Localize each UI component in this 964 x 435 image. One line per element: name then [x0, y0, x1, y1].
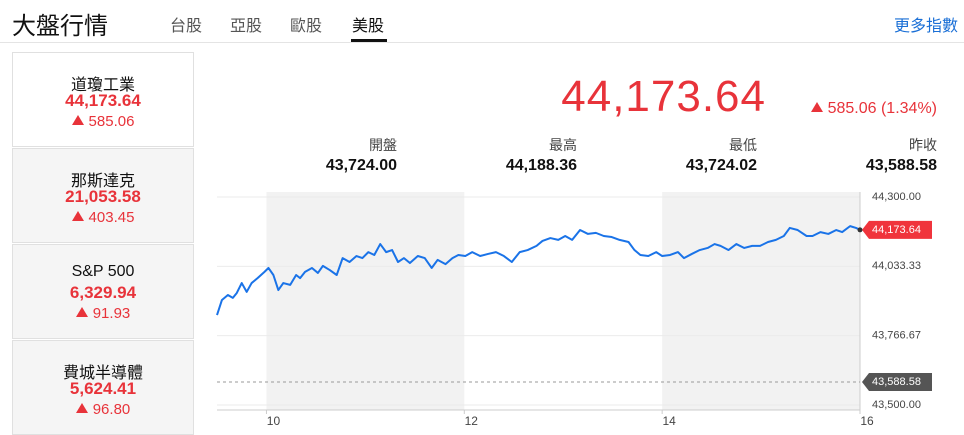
stat-value: 43,588.58 — [865, 157, 937, 174]
stat-label: 開盤 — [369, 137, 397, 153]
index-change: 403.45 — [13, 209, 193, 226]
tab[interactable]: 亞股 — [230, 18, 263, 35]
x-tick-label: 12 — [465, 414, 479, 428]
change-text: 585.06 — [88, 113, 135, 130]
session-band — [266, 192, 465, 410]
tab[interactable]: 歐股 — [290, 18, 323, 35]
y-tick-label: 44,033.33 — [872, 260, 921, 272]
stat-value: 43,724.00 — [325, 157, 397, 174]
change-text: 91.93 — [92, 305, 131, 322]
tab-active[interactable]: 美股 — [352, 18, 385, 35]
stat: 最低 43,724.02 — [597, 135, 757, 175]
index-card[interactable]: 道瓊工業 44,173.64 585.06 — [12, 52, 194, 147]
index-name: 那斯達克 — [70, 173, 135, 190]
prev-close-tag — [862, 372, 932, 391]
stat-label: 最低 — [729, 137, 757, 153]
last-price-label: 44,173.64 — [872, 224, 921, 236]
page-title: 大盤行情 — [12, 13, 108, 40]
session-band — [662, 192, 860, 410]
last-price-tag — [862, 220, 932, 239]
index-price: 6,329.94 — [69, 283, 137, 302]
stat: 開盤 43,724.00 — [237, 135, 397, 175]
stat-label: 昨收 — [909, 137, 937, 153]
up-arrow — [810, 102, 823, 112]
up-arrow — [75, 403, 88, 413]
index-price: 5,624.41 — [69, 379, 137, 398]
more-link[interactable]: 更多指數 — [893, 18, 958, 35]
x-tick-label: 10 — [267, 414, 281, 428]
index-change: 96.80 — [13, 401, 193, 418]
tab[interactable]: 台股 — [170, 18, 203, 35]
divider — [0, 42, 964, 43]
up-arrow — [71, 211, 84, 221]
stat-value: 44,188.36 — [505, 157, 577, 174]
up-arrow — [75, 307, 88, 317]
change-text: 585.06 (1.34%) — [827, 100, 937, 117]
x-tick-label: 14 — [662, 414, 676, 428]
x-tick-label: 16 — [860, 414, 874, 428]
index-name: S&P 500 — [71, 263, 135, 280]
stat-value: 43,724.02 — [685, 157, 757, 174]
index-name: 費城半導體 — [62, 365, 143, 382]
change-text: 403.45 — [88, 209, 135, 226]
index-change: 91.93 — [13, 305, 193, 322]
quote-price: 44,173.64 — [561, 72, 766, 121]
up-arrow — [71, 115, 84, 125]
tab-underline — [351, 39, 387, 42]
index-change: 585.06 — [13, 113, 193, 130]
index-price: 21,053.58 — [65, 187, 141, 206]
y-tick-label: 44,300.00 — [872, 191, 921, 203]
last-point — [857, 227, 863, 233]
index-card[interactable]: 那斯達克 21,053.58 403.45 — [12, 148, 194, 243]
y-tick-label: 43,500.00 — [872, 399, 921, 411]
quote-change: 585.06 (1.34%) — [810, 100, 937, 118]
y-tick-label: 43,766.67 — [872, 330, 921, 342]
stat: 最高 44,188.36 — [417, 135, 577, 175]
stat: 昨收 43,588.58 — [777, 135, 937, 175]
price-line — [216, 225, 861, 316]
change-text: 96.80 — [92, 401, 131, 418]
stat-label: 最高 — [549, 137, 577, 153]
index-name: 道瓊工業 — [70, 77, 135, 94]
index-price: 44,173.64 — [65, 91, 141, 110]
prev-close-label: 43,588.58 — [872, 376, 921, 388]
index-card[interactable]: S&P 500 6,329.94 91.93 — [12, 244, 194, 339]
